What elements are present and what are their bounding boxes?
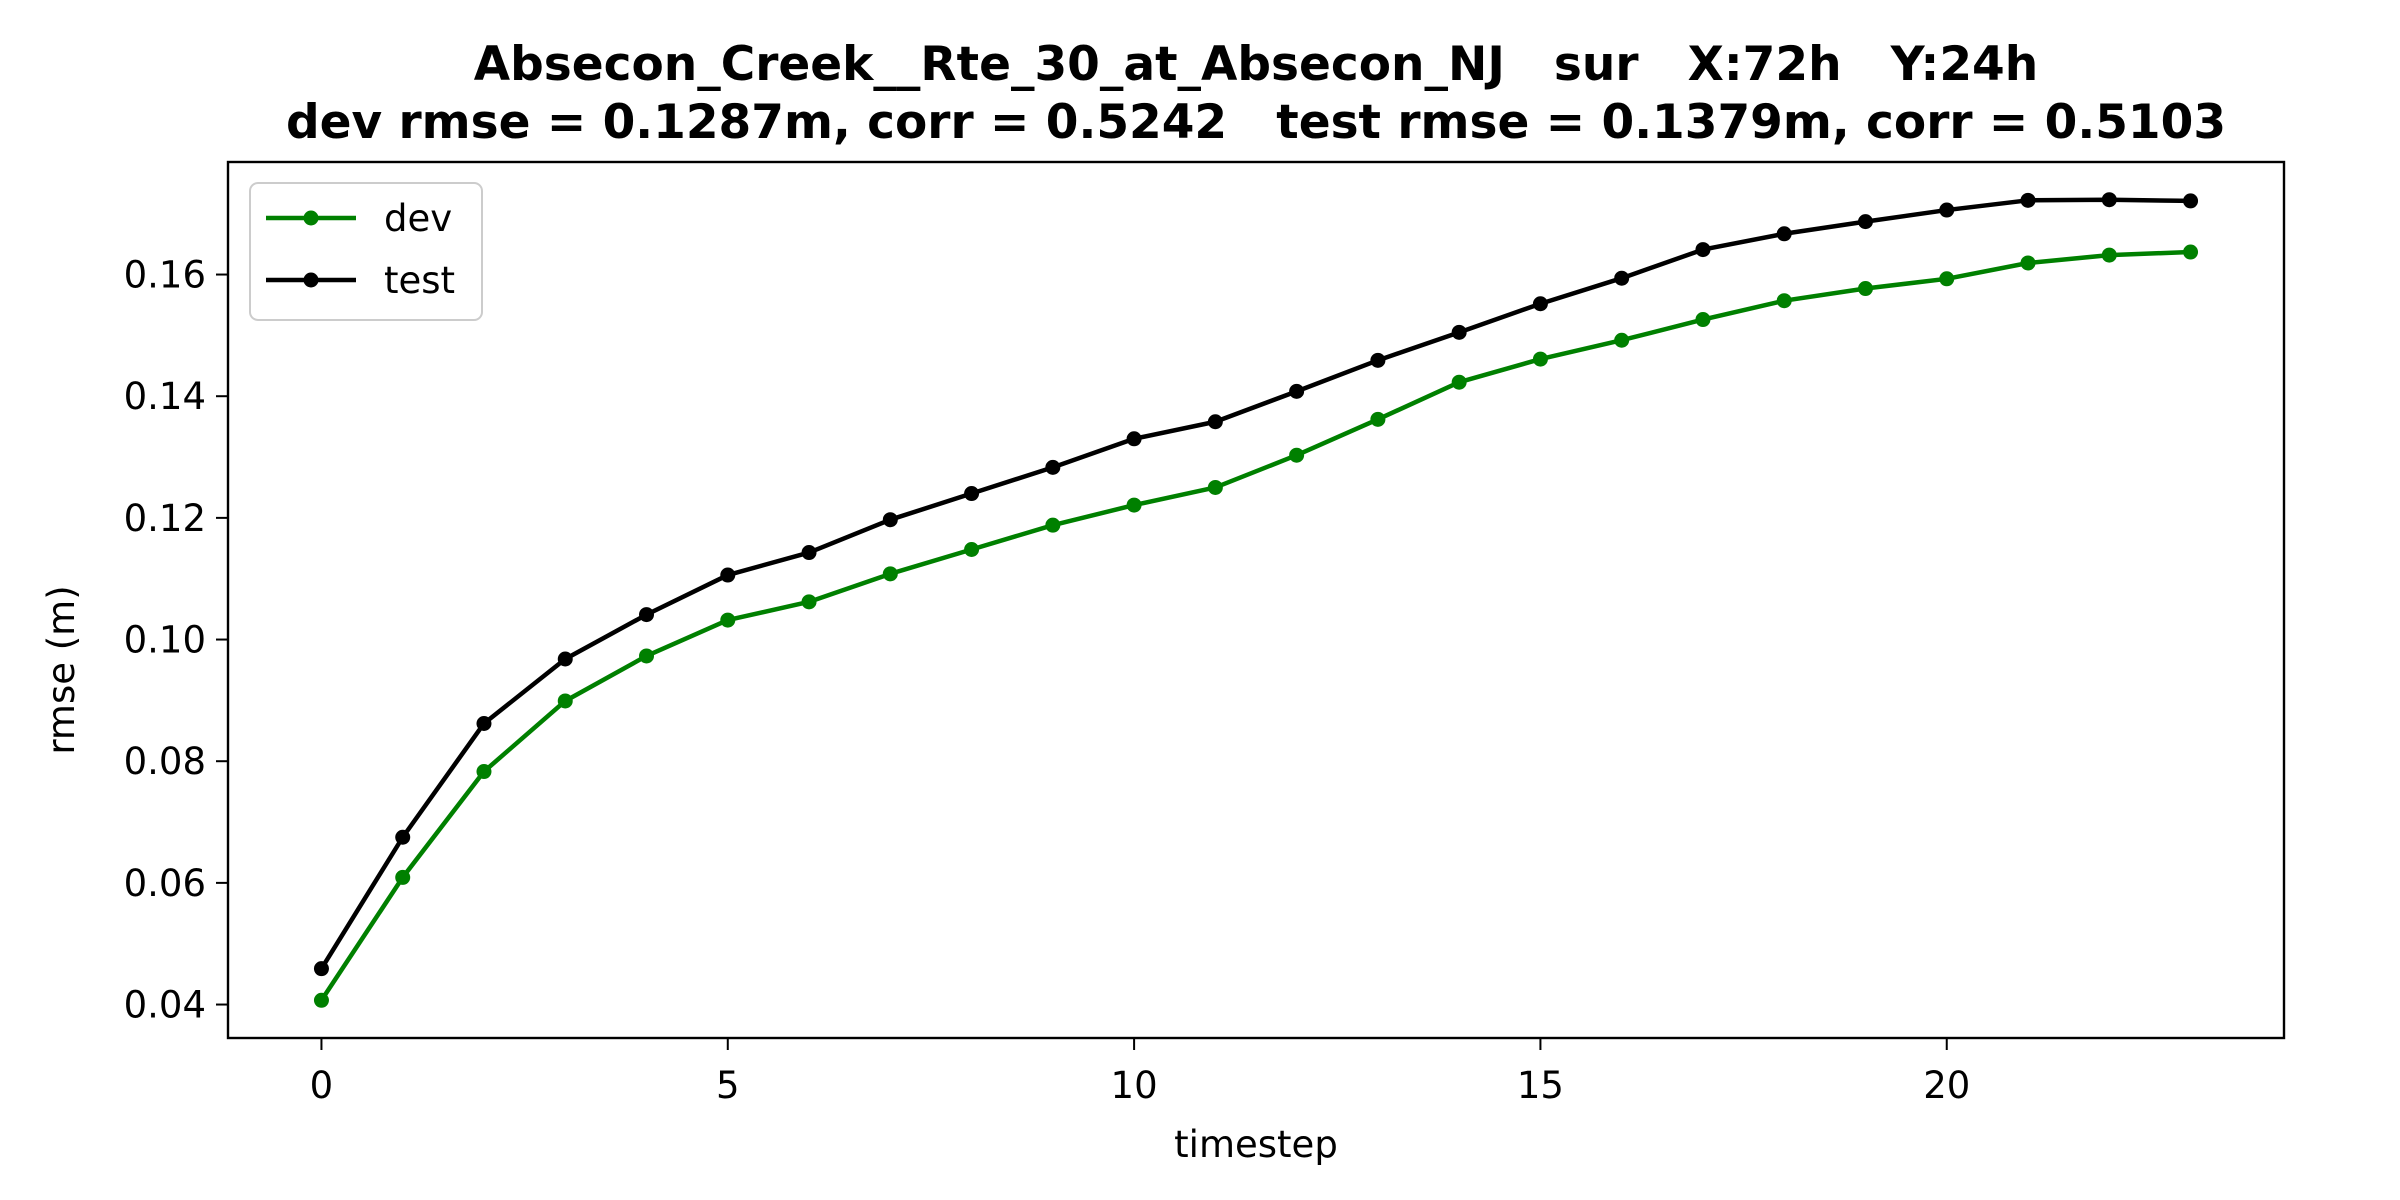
series-dev-point: [639, 648, 655, 664]
series-test-point: [1451, 324, 1467, 340]
y-tick-label: 0.16: [124, 254, 206, 297]
series-test-point: [882, 512, 898, 528]
series-test-point: [639, 607, 655, 623]
series-dev-point: [1857, 281, 1873, 297]
series-test-point: [1126, 431, 1142, 447]
series-test-point: [1207, 414, 1223, 430]
y-tick-label: 0.14: [124, 375, 206, 418]
series-dev-point: [395, 869, 411, 885]
y-tick-label: 0.12: [124, 497, 206, 540]
series-dev-point: [1126, 497, 1142, 513]
series-test-point: [1614, 270, 1630, 286]
y-axis-label: rmse (m): [40, 585, 83, 754]
plot-frame: [226, 160, 2286, 1040]
series-dev-point: [313, 992, 329, 1008]
series-dev-point: [720, 612, 736, 628]
x-axis-ticks: 0 5 10 15 20: [310, 1038, 1970, 1107]
series-dev-point: [1451, 374, 1467, 390]
x-tick-label: 20: [1923, 1064, 1970, 1107]
series-dev-point: [1695, 312, 1711, 328]
series-dev-point: [964, 542, 980, 558]
x-tick-label: 5: [716, 1064, 740, 1107]
series-dev-point: [2183, 244, 2199, 260]
x-axis-label: timestep: [1174, 1123, 1338, 1166]
series-test-line: [319, 197, 2191, 970]
series-dev-point: [1776, 293, 1792, 309]
series-test-point: [1939, 202, 1955, 218]
series-test-point: [476, 715, 492, 731]
series-test-point: [801, 545, 817, 561]
series-test-point: [1857, 214, 1873, 230]
series-dev-point: [1939, 271, 1955, 287]
series-test-point: [2183, 193, 2199, 209]
y-tick-label: 0.08: [124, 740, 206, 783]
series-dev-point: [1532, 351, 1548, 367]
series-test-point: [1776, 226, 1792, 242]
chart-title-line2: dev rmse = 0.1287m, corr = 0.5242 test r…: [286, 95, 2226, 150]
series-test-point: [1695, 242, 1711, 258]
x-tick-label: 0: [310, 1064, 334, 1107]
series-test-point: [557, 651, 573, 667]
series-dev-point: [2101, 247, 2117, 263]
series-dev-point: [476, 764, 492, 780]
legend-test-label: test: [384, 259, 455, 302]
legend-dev-marker: [303, 210, 319, 226]
series-dev-point: [2020, 255, 2036, 271]
y-tick-label: 0.06: [124, 862, 206, 905]
series-test-point: [395, 829, 411, 845]
series-test-point: [1532, 296, 1548, 312]
series-test-point: [2020, 192, 2036, 208]
series-dev-point: [882, 566, 898, 582]
series-dev-point: [801, 594, 817, 610]
series-dev-point: [1370, 411, 1386, 427]
y-axis-ticks: 0.04 0.06 0.08 0.10 0.12 0.14 0.16: [124, 254, 228, 1027]
series-test-point: [1289, 383, 1305, 399]
series-test-point: [313, 961, 329, 977]
series-dev-point: [557, 693, 573, 709]
series-test-point: [964, 486, 980, 502]
series-dev-point: [1614, 332, 1630, 348]
series-dev-point: [1045, 517, 1061, 533]
series-test-point: [1370, 352, 1386, 368]
x-tick-label: 10: [1111, 1064, 1158, 1107]
legend: dev test: [249, 182, 483, 321]
series-test-point: [2101, 192, 2117, 208]
series-test-point: [720, 567, 736, 583]
x-tick-label: 15: [1517, 1064, 1564, 1107]
series-test-point: [1045, 459, 1061, 475]
series-layer: [313, 192, 2199, 1008]
series-dev-line: [319, 249, 2191, 1002]
series-dev-point: [1207, 479, 1223, 495]
chart-title-line1: Absecon_Creek__Rte_30_at_Absecon_NJ sur …: [474, 37, 2038, 92]
legend-test-marker: [303, 272, 319, 288]
y-tick-label: 0.10: [124, 619, 206, 662]
legend-dev-label: dev: [384, 197, 452, 240]
y-tick-label: 0.04: [124, 984, 206, 1027]
series-dev-point: [1289, 447, 1305, 463]
